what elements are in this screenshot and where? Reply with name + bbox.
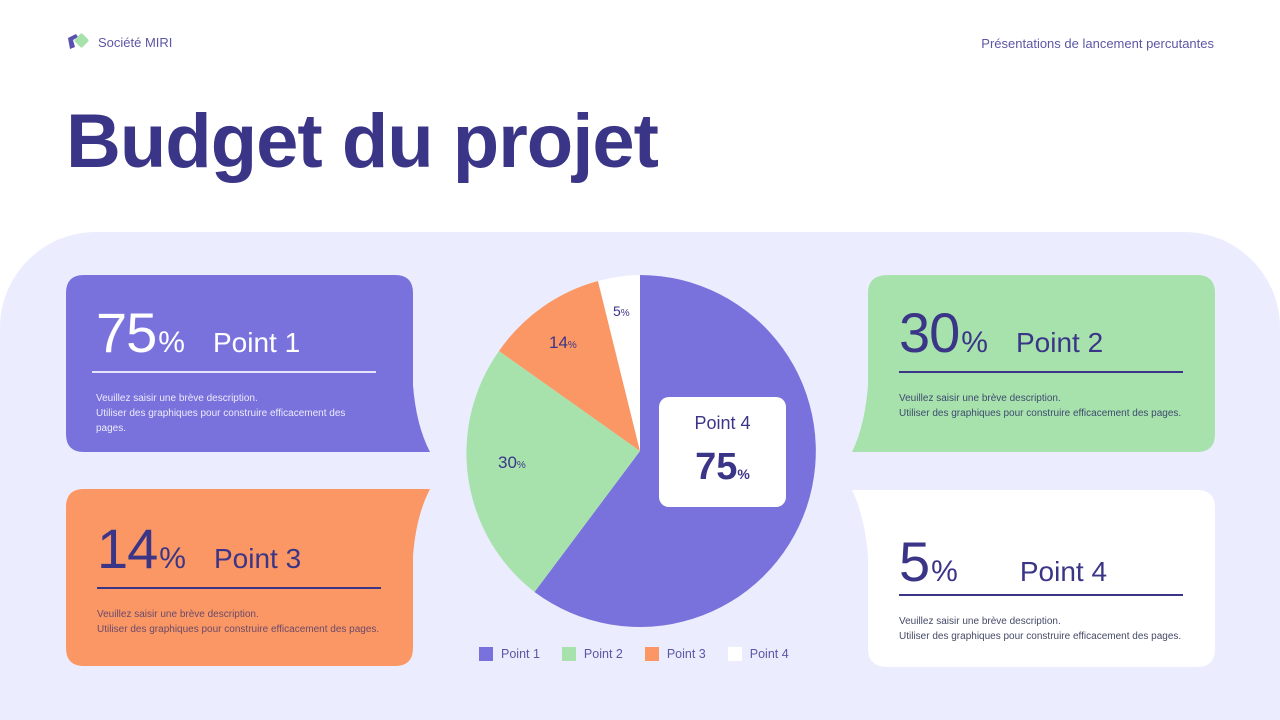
card-value: 14 [97, 517, 158, 580]
card-label: Point 1 [212, 327, 301, 358]
card-point-2: 30 % Point 2 Veuillez saisir une brève d… [851, 275, 1217, 453]
card-desc: Utiliser des graphiques pour construire … [96, 408, 346, 434]
card-label: Point 4 [1019, 556, 1108, 587]
pie-slice-point-3 [499, 281, 640, 451]
card-value: 75 [96, 301, 157, 364]
callout-value: 75% [695, 446, 750, 488]
legend-item-point-1: Point 1 [479, 647, 540, 661]
card-label: Point 3 [213, 543, 302, 574]
callout-title: Point 4 [694, 413, 751, 433]
card-value: 5 [899, 530, 930, 593]
pie-label-point-4: 5% [613, 303, 630, 319]
pie-label-point-2: 30% [498, 453, 526, 472]
divider [97, 587, 381, 589]
card-point-1: 75 % Point 1 Veuillez saisir une brève d… [66, 275, 432, 453]
card-desc: Veuillez saisir une brève description. [899, 616, 1061, 627]
divider [92, 371, 376, 373]
card-point-3: 14 % Point 3 Veuillez saisir une brève d… [66, 489, 432, 667]
card-point-4: 5 % Point 4 Veuillez saisir une brève de… [851, 490, 1217, 668]
legend-item-point-2: Point 2 [561, 647, 623, 661]
page-title: Budget du projet [66, 99, 659, 184]
legend-swatch [561, 647, 576, 661]
logo-icon [66, 32, 92, 52]
chart-legend: Point 1 Point 2 Point 3 Point 4 [479, 647, 789, 661]
tagline: Présentations de lancement percutantes [981, 36, 1214, 51]
legend-swatch [644, 647, 659, 661]
card-desc: Veuillez saisir une brève description. [96, 393, 258, 404]
pie-label-point-3: 14% [549, 333, 577, 352]
card-desc: Veuillez saisir une brève description. [97, 609, 259, 620]
pie-slice-point-4 [598, 275, 640, 451]
legend-item-point-3: Point 3 [644, 647, 706, 661]
card-label: Point 2 [1015, 327, 1104, 358]
pie-slice-point-2 [466, 351, 640, 592]
card-value: 30 [899, 301, 960, 364]
divider [899, 594, 1183, 596]
company-logo: Société MIRI [66, 32, 172, 52]
card-desc: Utiliser des graphiques pour construire … [899, 408, 1182, 419]
legend-swatch [727, 647, 742, 661]
card-desc: Utiliser des graphiques pour construire … [97, 624, 380, 635]
card-desc: Veuillez saisir une brève description. [899, 393, 1061, 404]
divider [899, 371, 1183, 373]
legend-item-point-4: Point 4 [727, 647, 789, 661]
legend-swatch [479, 647, 493, 661]
pie-callout: Point 4 75% [659, 397, 786, 507]
card-desc: Utiliser des graphiques pour construire … [899, 631, 1182, 642]
company-name: Société MIRI [98, 34, 173, 50]
